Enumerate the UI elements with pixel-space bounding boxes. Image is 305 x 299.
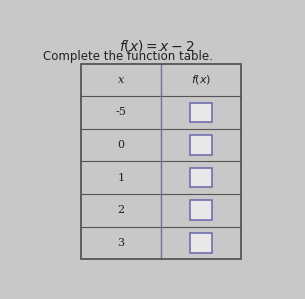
Text: $f(x)$: $f(x)$ <box>191 73 211 86</box>
Bar <box>190 233 213 253</box>
Text: Complete the function table.: Complete the function table. <box>43 50 213 63</box>
Text: 0: 0 <box>117 140 124 150</box>
Text: 3: 3 <box>117 238 124 248</box>
Bar <box>81 63 241 259</box>
Bar <box>190 103 213 122</box>
Text: x: x <box>118 75 124 85</box>
Bar <box>81 63 241 259</box>
Text: 1: 1 <box>117 173 124 183</box>
Bar <box>190 201 213 220</box>
Bar <box>190 135 213 155</box>
Text: $f(x)=x-2$: $f(x)=x-2$ <box>119 38 194 54</box>
Bar <box>190 168 213 187</box>
Text: -5: -5 <box>115 107 126 118</box>
Text: 2: 2 <box>117 205 124 215</box>
